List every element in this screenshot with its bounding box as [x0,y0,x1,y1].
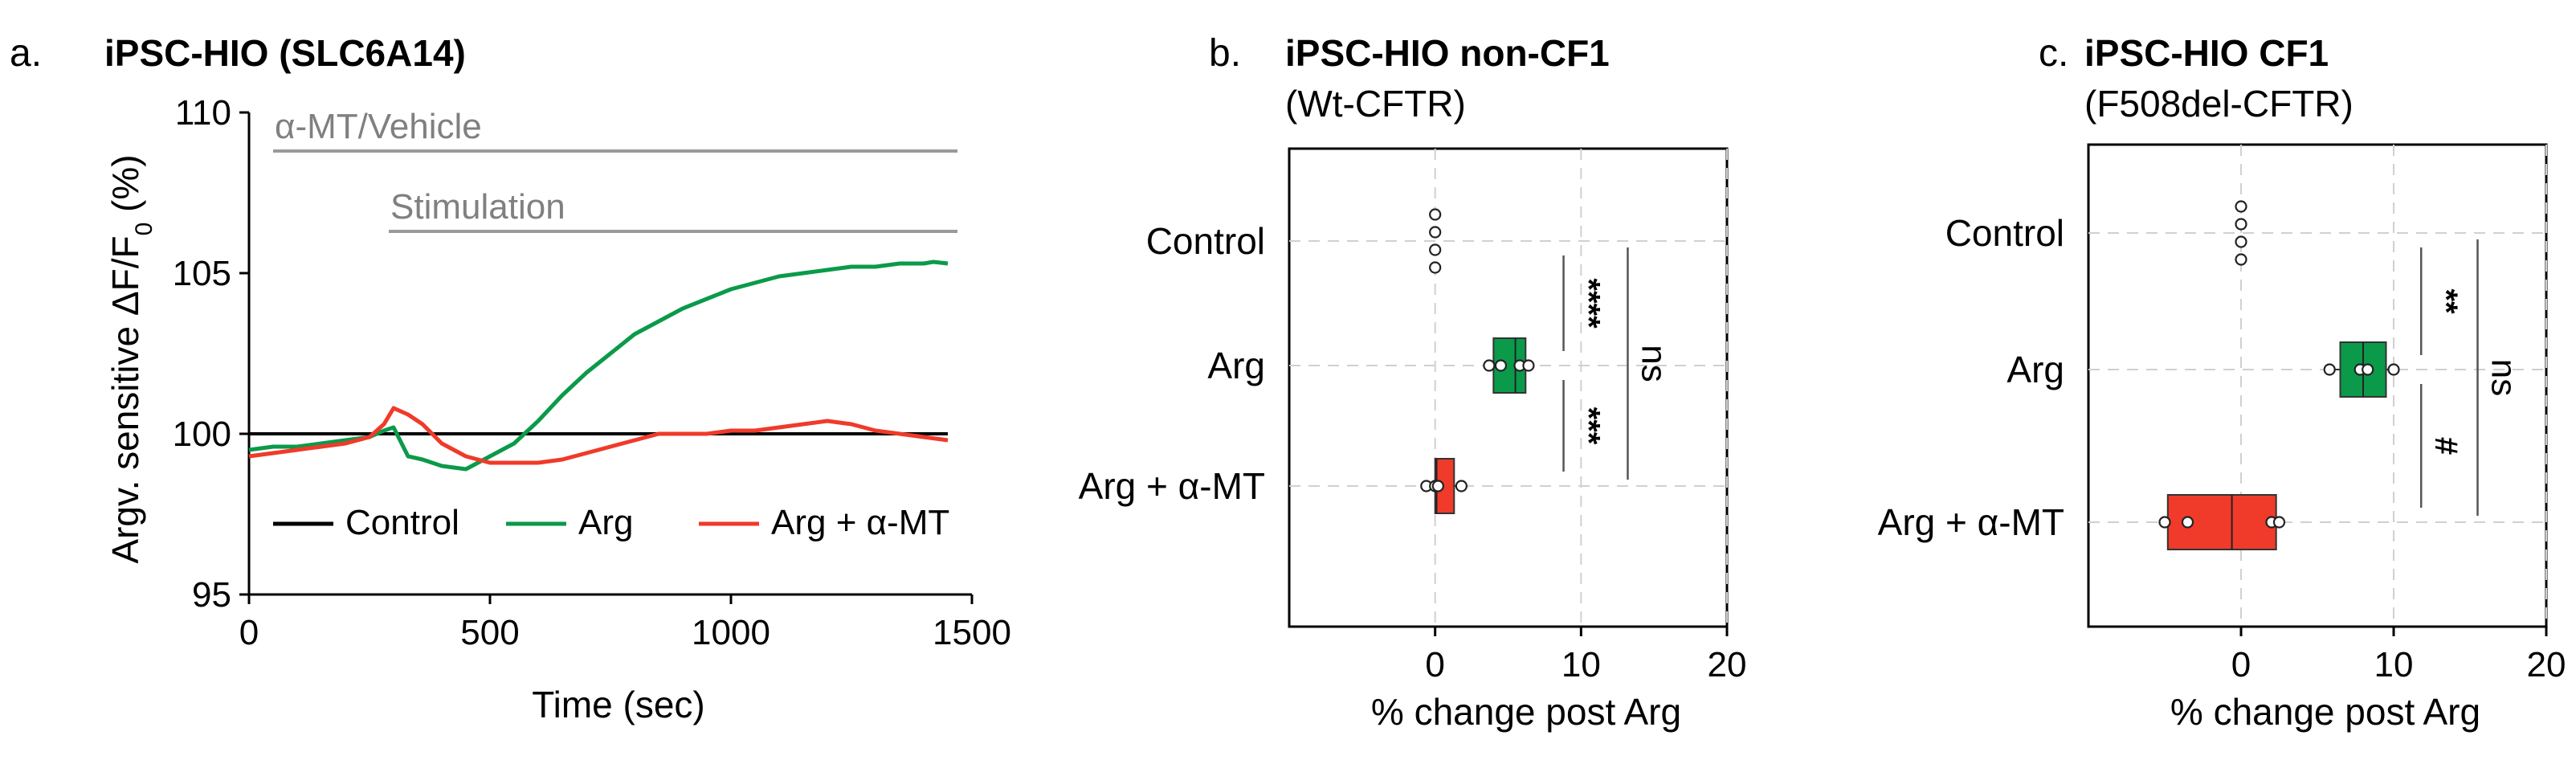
panel-a-line-chart: a. iPSC-HIO (SLC6A14) Argv. sensitive ΔF… [10,32,1011,725]
legend-label-argmt: Arg + α-MT [771,503,949,542]
panel-c-title: iPSC-HIO CF1 [2084,32,2329,74]
category-label: Arg [1207,345,1265,386]
data-point [2235,218,2247,231]
data-point [1429,208,1442,221]
series-line-arg [248,259,949,472]
legend-label-arg: Arg [578,503,633,542]
data-point [2235,200,2247,213]
x-tick-label: 1000 [692,613,770,652]
category-label: Arg + α-MT [1079,465,1265,507]
data-point [1483,359,1496,372]
y-label-subscript: 0 [131,223,157,236]
panel-b-subtitle: (Wt-CFTR) [1285,83,1466,125]
y-label-tail: (%) [104,154,146,222]
panel-a-title: iPSC-HIO (SLC6A14) [104,32,466,74]
data-point [1429,243,1442,256]
panel-label-a: a. [10,32,42,75]
category-label: Control [1146,220,1265,262]
panel-label-b: b. [1209,32,1241,75]
y-tick-label: 110 [175,93,231,133]
data-point [2235,253,2247,266]
data-point [2181,516,2194,529]
data-point [2272,516,2286,529]
significance-label: ns [2484,359,2524,396]
data-point [1429,226,1442,239]
data-point [1431,480,1444,492]
x-tick-label: 20 [2527,645,2566,684]
panel-a-legend: Control Arg Arg + α-MT [273,503,949,542]
significance-label: *** [1571,407,1606,445]
data-point [1494,359,1508,372]
panel-b-box-plot: b. iPSC-HIO non-CF1 (Wt-CFTR) % change p… [1079,32,1747,733]
significance-label: ns [1634,345,1673,382]
significance-label: **** [1571,278,1606,329]
x-tick-label: 0 [1425,645,1444,684]
x-tick-label: 20 [1708,645,1747,684]
annotation-label: Stimulation [390,187,565,227]
data-point [1455,480,1468,492]
data-point [2158,516,2171,529]
panel-a-x-axis-label: Time (sec) [532,684,705,725]
significance-label: # [2428,437,2464,455]
panel-c-x-axis-label: % change post Arg [2170,691,2480,733]
legend-label-control: Control [345,503,459,542]
series-line-argmt [248,406,949,465]
x-tick-label: 1500 [933,613,1011,652]
svg-text:Argv. sensitive ΔF/F0 (%): Argv. sensitive ΔF/F0 (%) [104,154,157,563]
x-tick-label: 0 [2231,645,2251,684]
x-tick-label: 500 [460,613,519,652]
y-tick-label: 105 [173,254,231,293]
panel-label-c: c. [2039,32,2068,75]
x-tick-label: 10 [2374,645,2414,684]
data-point [2387,363,2400,376]
panel-c-box-plot: c. iPSC-HIO CF1 (F508del-CFTR) % change … [1878,32,2566,733]
data-point [2323,363,2336,376]
y-tick-label: 100 [173,415,231,454]
category-label: Arg [2007,349,2064,390]
category-label: Arg + α-MT [1878,501,2064,543]
data-point [1522,359,1535,372]
x-tick-label: 0 [239,613,259,652]
panel-b-x-axis-label: % change post Arg [1371,691,1681,733]
data-point [1429,261,1442,274]
significance-label: ** [2428,288,2464,314]
y-label-main: Argv. sensitive ΔF/F [104,235,146,563]
panel-b-title: iPSC-HIO non-CF1 [1285,32,1610,74]
category-label: Control [1945,212,2064,254]
panel-c-subtitle: (F508del-CFTR) [2084,83,2354,125]
data-point [2362,363,2374,376]
y-tick-label: 95 [192,575,231,615]
x-tick-label: 10 [1562,645,1601,684]
data-point [2235,235,2247,248]
panel-a-y-axis-label: Argv. sensitive ΔF/F0 (%) [104,154,157,563]
annotation-label: α-MT/Vehicle [275,107,482,146]
